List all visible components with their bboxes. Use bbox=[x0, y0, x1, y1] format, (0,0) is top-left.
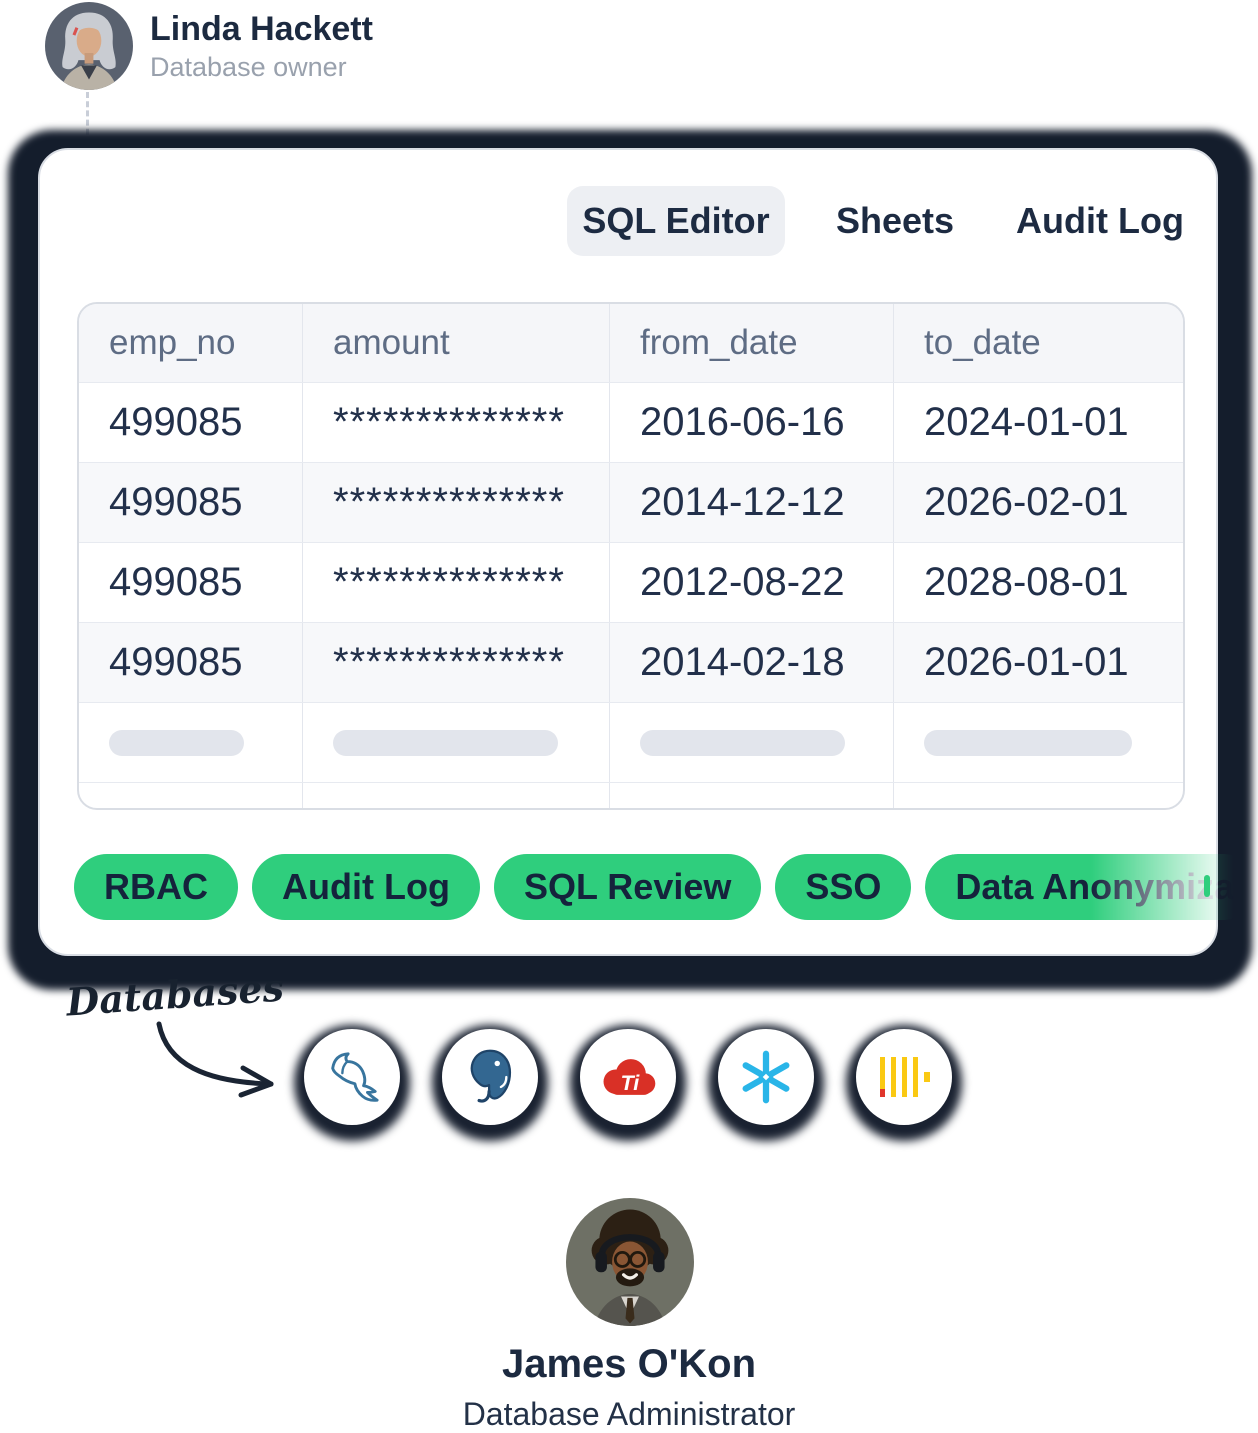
cell-to-date: 2026-02-01 bbox=[893, 463, 1183, 542]
database-chip-tidb: Ti bbox=[580, 1029, 676, 1125]
woman-portrait-illustration bbox=[45, 2, 133, 90]
table-row: 499085 ************** 2012-08-22 2028-08… bbox=[79, 542, 1183, 622]
column-header-from-date: from_date bbox=[609, 304, 893, 382]
cell-from-date: 2014-02-18 bbox=[609, 623, 893, 702]
table-empty-row bbox=[79, 782, 1183, 808]
cell-emp-no: 499085 bbox=[109, 400, 243, 444]
skeleton-bar bbox=[109, 729, 244, 756]
cell-to-date: 2024-01-01 bbox=[893, 383, 1183, 462]
feature-badges: RBAC Audit Log SQL Review SSO Data Anony… bbox=[74, 854, 1258, 920]
admin-avatar bbox=[566, 1198, 694, 1326]
snowflake-icon bbox=[742, 1050, 790, 1104]
badge-sso: SSO bbox=[775, 854, 912, 920]
postgresql-elephant-icon bbox=[470, 1049, 512, 1103]
clickhouse-bars-icon bbox=[880, 1057, 930, 1097]
badge-audit-log: Audit Log bbox=[252, 854, 480, 920]
cell-from-date: 2012-08-22 bbox=[609, 543, 893, 622]
cell-emp-no: 499085 bbox=[109, 640, 243, 684]
owner-role: Database owner bbox=[150, 52, 347, 82]
database-chip-clickhouse bbox=[856, 1029, 952, 1125]
cell-from-date: 2014-12-12 bbox=[609, 463, 893, 542]
curved-arrow bbox=[156, 1021, 274, 1098]
app-card: SQL Editor Sheets Audit Log emp_no amoun… bbox=[38, 148, 1258, 956]
skeleton-bar bbox=[640, 729, 845, 756]
cell-from-date: 2016-06-16 bbox=[609, 383, 893, 462]
table-header-row: emp_no amount from_date to_date bbox=[79, 304, 1183, 382]
column-header-amount: amount bbox=[302, 304, 609, 382]
cell-to-date: 2026-01-01 bbox=[893, 623, 1183, 702]
tab-sheets[interactable]: Sheets bbox=[835, 200, 955, 241]
badge-overflow-sliver bbox=[1204, 875, 1210, 897]
owner-avatar bbox=[45, 2, 133, 90]
tab-sql-editor[interactable]: SQL Editor bbox=[567, 186, 785, 256]
mysql-dolphin-icon bbox=[331, 1052, 379, 1102]
cell-amount-masked: ************** bbox=[302, 383, 609, 462]
badge-data-anonymization: Data Anonymization bbox=[925, 854, 1258, 920]
cell-to-date: 2028-08-01 bbox=[893, 543, 1183, 622]
cell-emp-no: 499085 bbox=[109, 480, 243, 524]
svg-text:Ti: Ti bbox=[620, 1070, 640, 1095]
table-row: 499085 ************** 2014-12-12 2026-02… bbox=[79, 462, 1183, 542]
column-header-emp-no: emp_no bbox=[109, 323, 236, 362]
badge-sql-review: SQL Review bbox=[493, 854, 762, 920]
database-chip-snowflake bbox=[718, 1029, 814, 1125]
badge-rbac: RBAC bbox=[74, 854, 238, 920]
admin-name: James O'Kon bbox=[501, 1342, 757, 1386]
database-chip-mysql bbox=[304, 1029, 400, 1125]
database-chip-postgresql bbox=[442, 1029, 538, 1125]
cell-amount-masked: ************** bbox=[302, 543, 609, 622]
table-row: 499085 ************** 2014-02-18 2026-01… bbox=[79, 622, 1183, 702]
query-result-table: emp_no amount from_date to_date 499085 *… bbox=[77, 302, 1185, 810]
skeleton-bar bbox=[924, 729, 1132, 756]
cell-amount-masked: ************** bbox=[302, 623, 609, 702]
tab-audit-log[interactable]: Audit Log bbox=[1016, 200, 1184, 241]
admin-role: Database Administrator bbox=[462, 1396, 796, 1432]
tidb-cloud-icon: Ti bbox=[603, 1059, 656, 1095]
column-header-to-date: to_date bbox=[893, 304, 1183, 382]
table-row: 499085 ************** 2016-06-16 2024-01… bbox=[79, 382, 1183, 462]
skeleton-bar bbox=[333, 729, 558, 756]
cell-emp-no: 499085 bbox=[109, 560, 243, 604]
table-loading-row bbox=[79, 702, 1183, 782]
cell-amount-masked: ************** bbox=[302, 463, 609, 542]
owner-connector-dashed-line bbox=[86, 92, 89, 144]
man-portrait-illustration bbox=[566, 1198, 694, 1326]
owner-name: Linda Hackett bbox=[150, 10, 373, 48]
